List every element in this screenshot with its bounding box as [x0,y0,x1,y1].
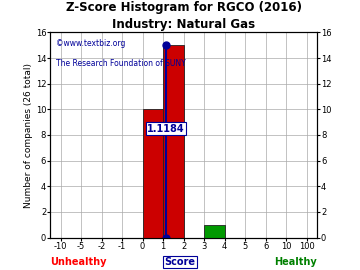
Text: 1.1184: 1.1184 [147,124,184,134]
Bar [163,45,184,238]
Text: Unhealthy: Unhealthy [50,257,107,267]
Bar [204,225,225,238]
Text: ©www.textbiz.org: ©www.textbiz.org [56,39,125,48]
Title: Z-Score Histogram for RGCO (2016)
Industry: Natural Gas: Z-Score Histogram for RGCO (2016) Indust… [66,1,302,31]
Y-axis label: Number of companies (26 total): Number of companies (26 total) [24,62,33,208]
Bar [143,109,163,238]
Text: The Research Foundation of SUNY: The Research Foundation of SUNY [56,59,185,68]
Text: Healthy: Healthy [274,257,317,267]
Text: Score: Score [165,257,195,267]
